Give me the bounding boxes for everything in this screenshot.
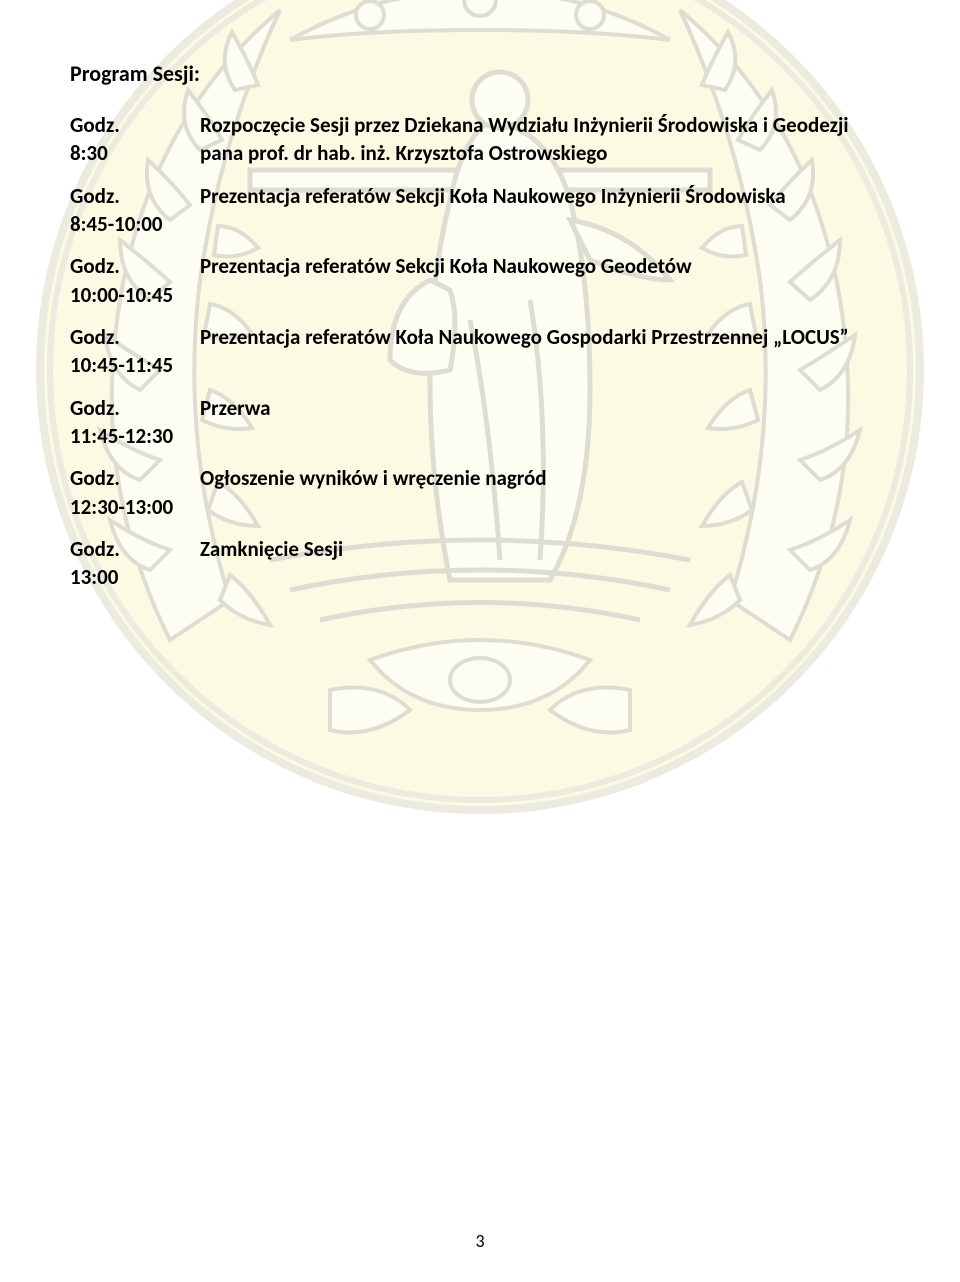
time-cell: Godz. 8:45-10:00	[70, 182, 200, 239]
desc-cell: Prezentacja referatów Sekcji Koła Naukow…	[200, 182, 890, 239]
desc-cell: Prezentacja referatów Sekcji Koła Naukow…	[200, 252, 890, 309]
time-label: Godz.	[70, 536, 120, 562]
time-cell: Godz. 10:00-10:45	[70, 252, 200, 309]
schedule-row: Godz. 10:00-10:45 Prezentacja referatów …	[70, 252, 890, 309]
schedule-row: Godz. 8:45-10:00 Prezentacja referatów S…	[70, 182, 890, 239]
page-content: Program Sesji: Godz. 8:30 Rozpoczęcie Se…	[0, 0, 960, 592]
time-value: 10:45-11:45	[70, 352, 173, 378]
desc-cell: Rozpoczęcie Sesji przez Dziekana Wydział…	[200, 111, 890, 168]
time-cell: Godz. 8:30	[70, 111, 200, 168]
desc-cell: Zamknięcie Sesji	[200, 535, 890, 592]
time-value: 11:45-12:30	[70, 423, 173, 449]
desc-cell: Ogłoszenie wyników i wręczenie nagród	[200, 464, 890, 521]
time-cell: Godz. 12:30-13:00	[70, 464, 200, 521]
desc-cell: Prezentacja referatów Koła Naukowego Gos…	[200, 323, 890, 380]
schedule-row: Godz. 10:45-11:45 Prezentacja referatów …	[70, 323, 890, 380]
time-cell: Godz. 11:45-12:30	[70, 394, 200, 451]
time-label: Godz.	[70, 395, 120, 421]
time-label: Godz.	[70, 112, 120, 138]
time-value: 13:00	[70, 564, 118, 590]
schedule-row: Godz. 13:00 Zamknięcie Sesji	[70, 535, 890, 592]
time-label: Godz.	[70, 324, 120, 350]
time-value: 10:00-10:45	[70, 282, 173, 308]
desc-cell: Przerwa	[200, 394, 890, 451]
time-value: 8:30	[70, 140, 108, 166]
time-value: 8:45-10:00	[70, 211, 163, 237]
time-label: Godz.	[70, 465, 120, 491]
time-cell: Godz. 10:45-11:45	[70, 323, 200, 380]
schedule-row: Godz. 11:45-12:30 Przerwa	[70, 394, 890, 451]
schedule-row: Godz. 12:30-13:00 Ogłoszenie wyników i w…	[70, 464, 890, 521]
page-number: 3	[0, 1230, 960, 1252]
time-cell: Godz. 13:00	[70, 535, 200, 592]
time-label: Godz.	[70, 253, 120, 279]
schedule-row: Godz. 8:30 Rozpoczęcie Sesji przez Dziek…	[70, 111, 890, 168]
page-title: Program Sesji:	[70, 60, 890, 87]
time-label: Godz.	[70, 183, 120, 209]
time-value: 12:30-13:00	[70, 494, 173, 520]
